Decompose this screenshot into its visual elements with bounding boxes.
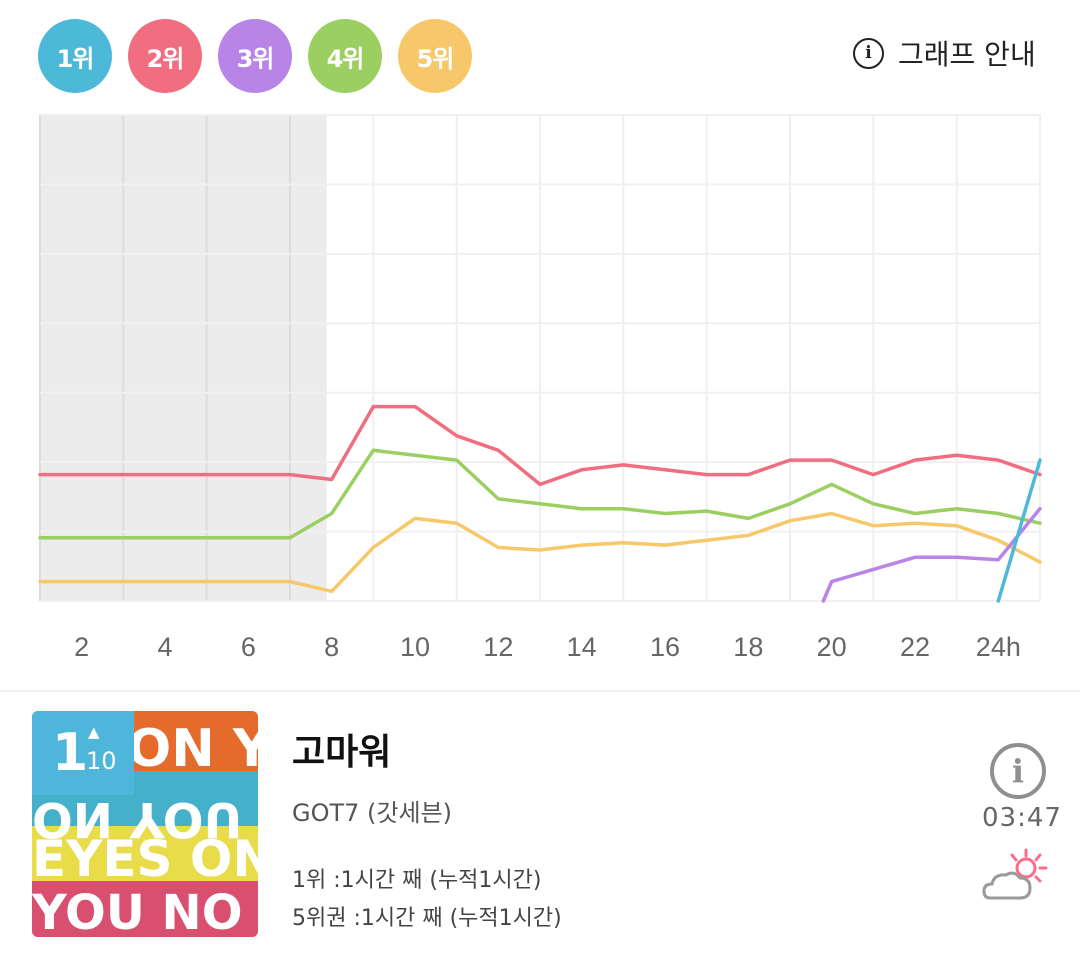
song-title[interactable]: 고마워 [292,732,392,773]
x-tick-label: 10 [400,632,430,662]
x-tick-label: 20 [817,632,847,662]
svg-text:YOU NO ES: YOU NO ES [32,885,258,937]
shaded-region [40,115,327,601]
svg-text:ON YOU: ON YOU [127,719,258,779]
stat-top5: 5위권 :1시간 째 (누적1시간) [292,906,562,931]
svg-text:EYES ON YOU: EYES ON YOU [32,830,258,888]
x-tick-label: 8 [324,632,339,662]
legend-rank-4[interactable]: 4위 [308,19,382,93]
song-duration: 03:47 [982,803,1062,833]
chart-series [38,404,1042,603]
info-icon: i [853,37,884,69]
x-tick-label: 16 [650,632,680,662]
x-tick-label: 24h [976,632,1021,662]
series-line-4 [821,506,1042,603]
chart-x-ticks: 2 4 6 8 10 12 14 16 18 20 22 24h [74,632,1021,662]
divider [0,690,1080,692]
x-tick-label: 4 [157,632,172,662]
legend-rank-3[interactable]: 3위 [218,19,292,93]
stat-first-place: 1위 :1시간 째 (누적1시간) [292,868,542,893]
legend-rank-1[interactable]: 1위 [38,19,112,93]
series-line-2 [38,448,1042,540]
x-tick-label: 6 [241,632,256,662]
partly-cloudy-sun-icon [982,846,1056,910]
rank-number: 1 [52,723,89,783]
legend-rank-2[interactable]: 2위 [128,19,202,93]
rank-badge: 1 ▲ 10 [32,711,134,795]
x-tick-label: 18 [733,632,763,662]
rank-change: 10 [86,747,117,775]
album-art[interactable]: ON YOU ON YOU EYES ON YOU YOU NO ES 1 ▲ … [32,711,258,937]
song-info-button[interactable]: i [990,743,1046,799]
rank-history-chart: 2 4 6 8 10 12 14 16 18 20 22 24h [38,114,1042,662]
x-tick-label: 22 [900,632,930,662]
svg-text:ON YOU: ON YOU [32,791,243,847]
arrow-up-icon: ▲ [88,723,100,741]
info-icon: i [1011,752,1025,790]
series-line-3 [38,511,1042,594]
x-tick-label: 2 [74,632,89,662]
graph-guide-label: 그래프 안내 [898,38,1036,71]
graph-guide-button[interactable]: i 그래프 안내 [853,33,1036,73]
legend-rank-5[interactable]: 5위 [398,19,472,93]
rank-legend: 1위 2위 3위 4위 5위 [38,19,472,93]
x-tick-label: 12 [483,632,513,662]
x-tick-label: 14 [567,632,597,662]
series-line-1 [38,404,1042,487]
chart-grid [39,114,1041,602]
artist-name[interactable]: GOT7 (갓세븐) [292,799,453,827]
series-line-5 [996,458,1042,603]
